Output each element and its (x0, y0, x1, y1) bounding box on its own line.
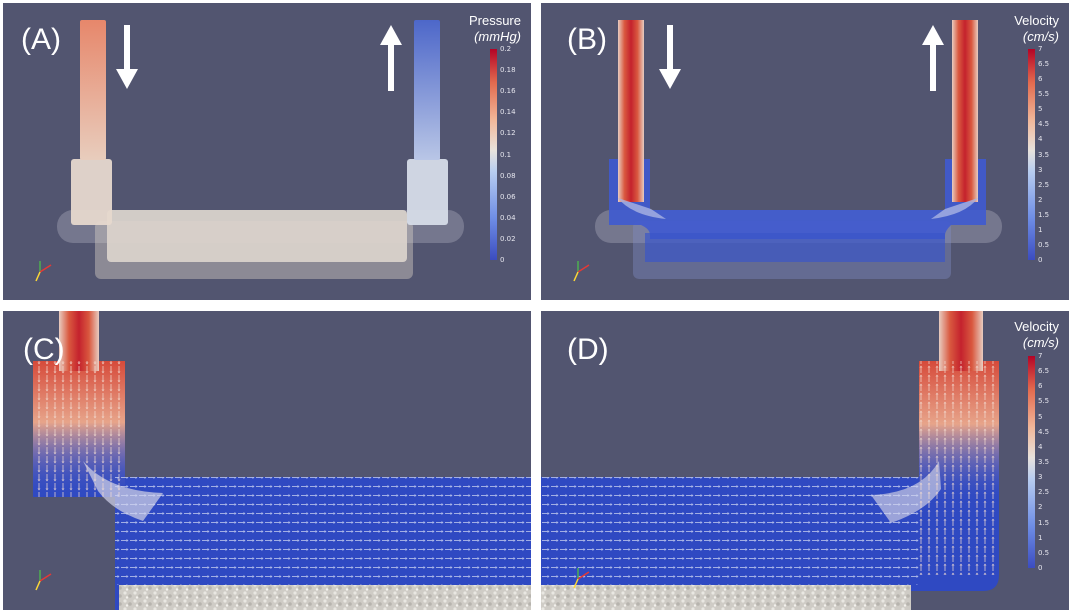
colorbar-tick: 0 (500, 256, 505, 264)
colorbar-tick: 0.5 (1038, 240, 1050, 249)
colorbar-tick: 3.5 (1038, 458, 1050, 466)
chamber-well-flow (645, 233, 945, 262)
velocity-colorbar (1028, 356, 1035, 568)
colorbar-tick: 4.5 (1038, 120, 1050, 129)
panel-label: (C) (23, 333, 65, 366)
colorbar-unit: (cm/s) (1022, 335, 1059, 350)
pressure-colorbar (490, 49, 497, 260)
panel-c-inlet-vectors: (C) (3, 311, 531, 610)
colorbar-tick: 0.18 (500, 66, 516, 75)
colorbar-unit: (cm/s) (1022, 29, 1059, 44)
outlet-vector-field (541, 311, 999, 610)
colorbar-tick: 6 (1038, 75, 1043, 84)
colorbar-tick: 7 (1038, 352, 1043, 360)
colorbar-tick: 1 (1038, 533, 1043, 542)
colorbar-title-text: Pressure (468, 13, 521, 28)
cell-layer (119, 585, 531, 610)
colorbar-tick: 0.5 (1038, 548, 1050, 557)
outlet-jet (952, 20, 978, 202)
panel-b-velocity: (B) Velocity (cm/s) 7 6.5 6 5.5 5 4.5 4 3.5 3 2.5… (541, 3, 1069, 300)
colorbar-tick: 4.5 (1038, 427, 1050, 436)
colorbar-tick: 3 (1038, 473, 1043, 482)
colorbar-unit: (mmHg) (474, 29, 521, 44)
colorbar-tick: 0.08 (500, 171, 516, 180)
colorbar-tick: 0 (1038, 564, 1043, 572)
colorbar-title: Velocity (cm/s) (971, 13, 1059, 45)
colorbar-tick: 3 (1038, 165, 1043, 174)
vector-arrows-outlet (919, 361, 999, 575)
colorbar-tick: 0.02 (500, 234, 516, 243)
colorbar-tick: 6.5 (1038, 367, 1050, 376)
colorbar-tick: 0.16 (500, 87, 516, 96)
axes-triad-icon (573, 261, 590, 282)
arrow-up-icon (922, 25, 944, 91)
panel-a-pressure: (A) Pressure (mmHg) 0.2 0.18 0.16 0.14 0.12 0… (3, 3, 531, 300)
colorbar-tick: 2 (1038, 195, 1043, 204)
chamber-body (107, 210, 407, 262)
panel-label: (B) (567, 23, 607, 56)
outlet-fitting (407, 159, 448, 225)
vector-arrows-chamber (115, 477, 531, 585)
vector-arrows-chamber (541, 477, 919, 585)
arrow-down-icon (659, 25, 681, 89)
colorbar-tick: 5 (1038, 412, 1043, 421)
colorbar-title: Pressure (mmHg) (433, 13, 521, 45)
axes-triad-icon (35, 261, 52, 282)
vector-arrows-inlet (33, 361, 125, 497)
inlet-tube (80, 20, 106, 160)
colorbar-tick: 1.5 (1038, 210, 1050, 219)
panel-d-outlet-vectors: (D) Velocity (cm/s) 7 6.5 6 5.5 5 4.5 4 3.5 3 2.5… (541, 311, 1069, 610)
panel-label: (D) (567, 333, 609, 366)
colorbar-tick: 2.5 (1038, 488, 1050, 497)
colorbar-tick: 7 (1038, 45, 1043, 53)
flow-domain (609, 159, 986, 239)
cell-layer (541, 585, 911, 610)
inlet-jet (618, 20, 644, 202)
colorbar-tick: 0.14 (500, 108, 516, 117)
outlet-tube (414, 20, 440, 160)
colorbar-title: Velocity (cm/s) (971, 319, 1059, 351)
colorbar-tick: 4 (1038, 135, 1043, 144)
colorbar-tick: 0.12 (500, 129, 516, 138)
velocity-colorbar (1028, 49, 1035, 260)
colorbar-tick: 5 (1038, 105, 1043, 114)
colorbar-tick: 0.06 (500, 192, 516, 201)
outlet-turn (931, 198, 978, 219)
colorbar-tick: 0.2 (500, 45, 512, 53)
velocity-model (573, 20, 1002, 282)
colorbar-tick: 2 (1038, 503, 1043, 512)
inlet-vector-field (33, 311, 531, 610)
colorbar-tick: 1 (1038, 225, 1043, 234)
colorbar-tick: 0.04 (500, 213, 516, 222)
axes-triad-icon (573, 568, 590, 589)
colorbar-tick: 0 (1038, 256, 1043, 264)
colorbar-tick: 6.5 (1038, 60, 1050, 69)
colorbar-tick: 5.5 (1038, 90, 1050, 99)
inlet-fitting (71, 159, 112, 225)
arrow-down-icon (116, 25, 138, 89)
panel-label: (A) (21, 23, 61, 56)
colorbar-title-text: Velocity (1014, 319, 1059, 334)
colorbar-tick: 6 (1038, 382, 1043, 391)
colorbar-tick: 5.5 (1038, 397, 1050, 406)
colorbar-tick: 4 (1038, 442, 1043, 451)
colorbar-tick: 3.5 (1038, 150, 1050, 159)
axes-triad-icon (35, 570, 52, 591)
pressure-model (35, 20, 464, 282)
arrow-up-icon (380, 25, 402, 91)
colorbar-tick: 0.1 (500, 150, 512, 159)
colorbar-tick: 1.5 (1038, 518, 1050, 527)
colorbar-tick: 2.5 (1038, 180, 1050, 189)
inlet-turn (618, 198, 666, 219)
colorbar-title-text: Velocity (1014, 13, 1059, 28)
